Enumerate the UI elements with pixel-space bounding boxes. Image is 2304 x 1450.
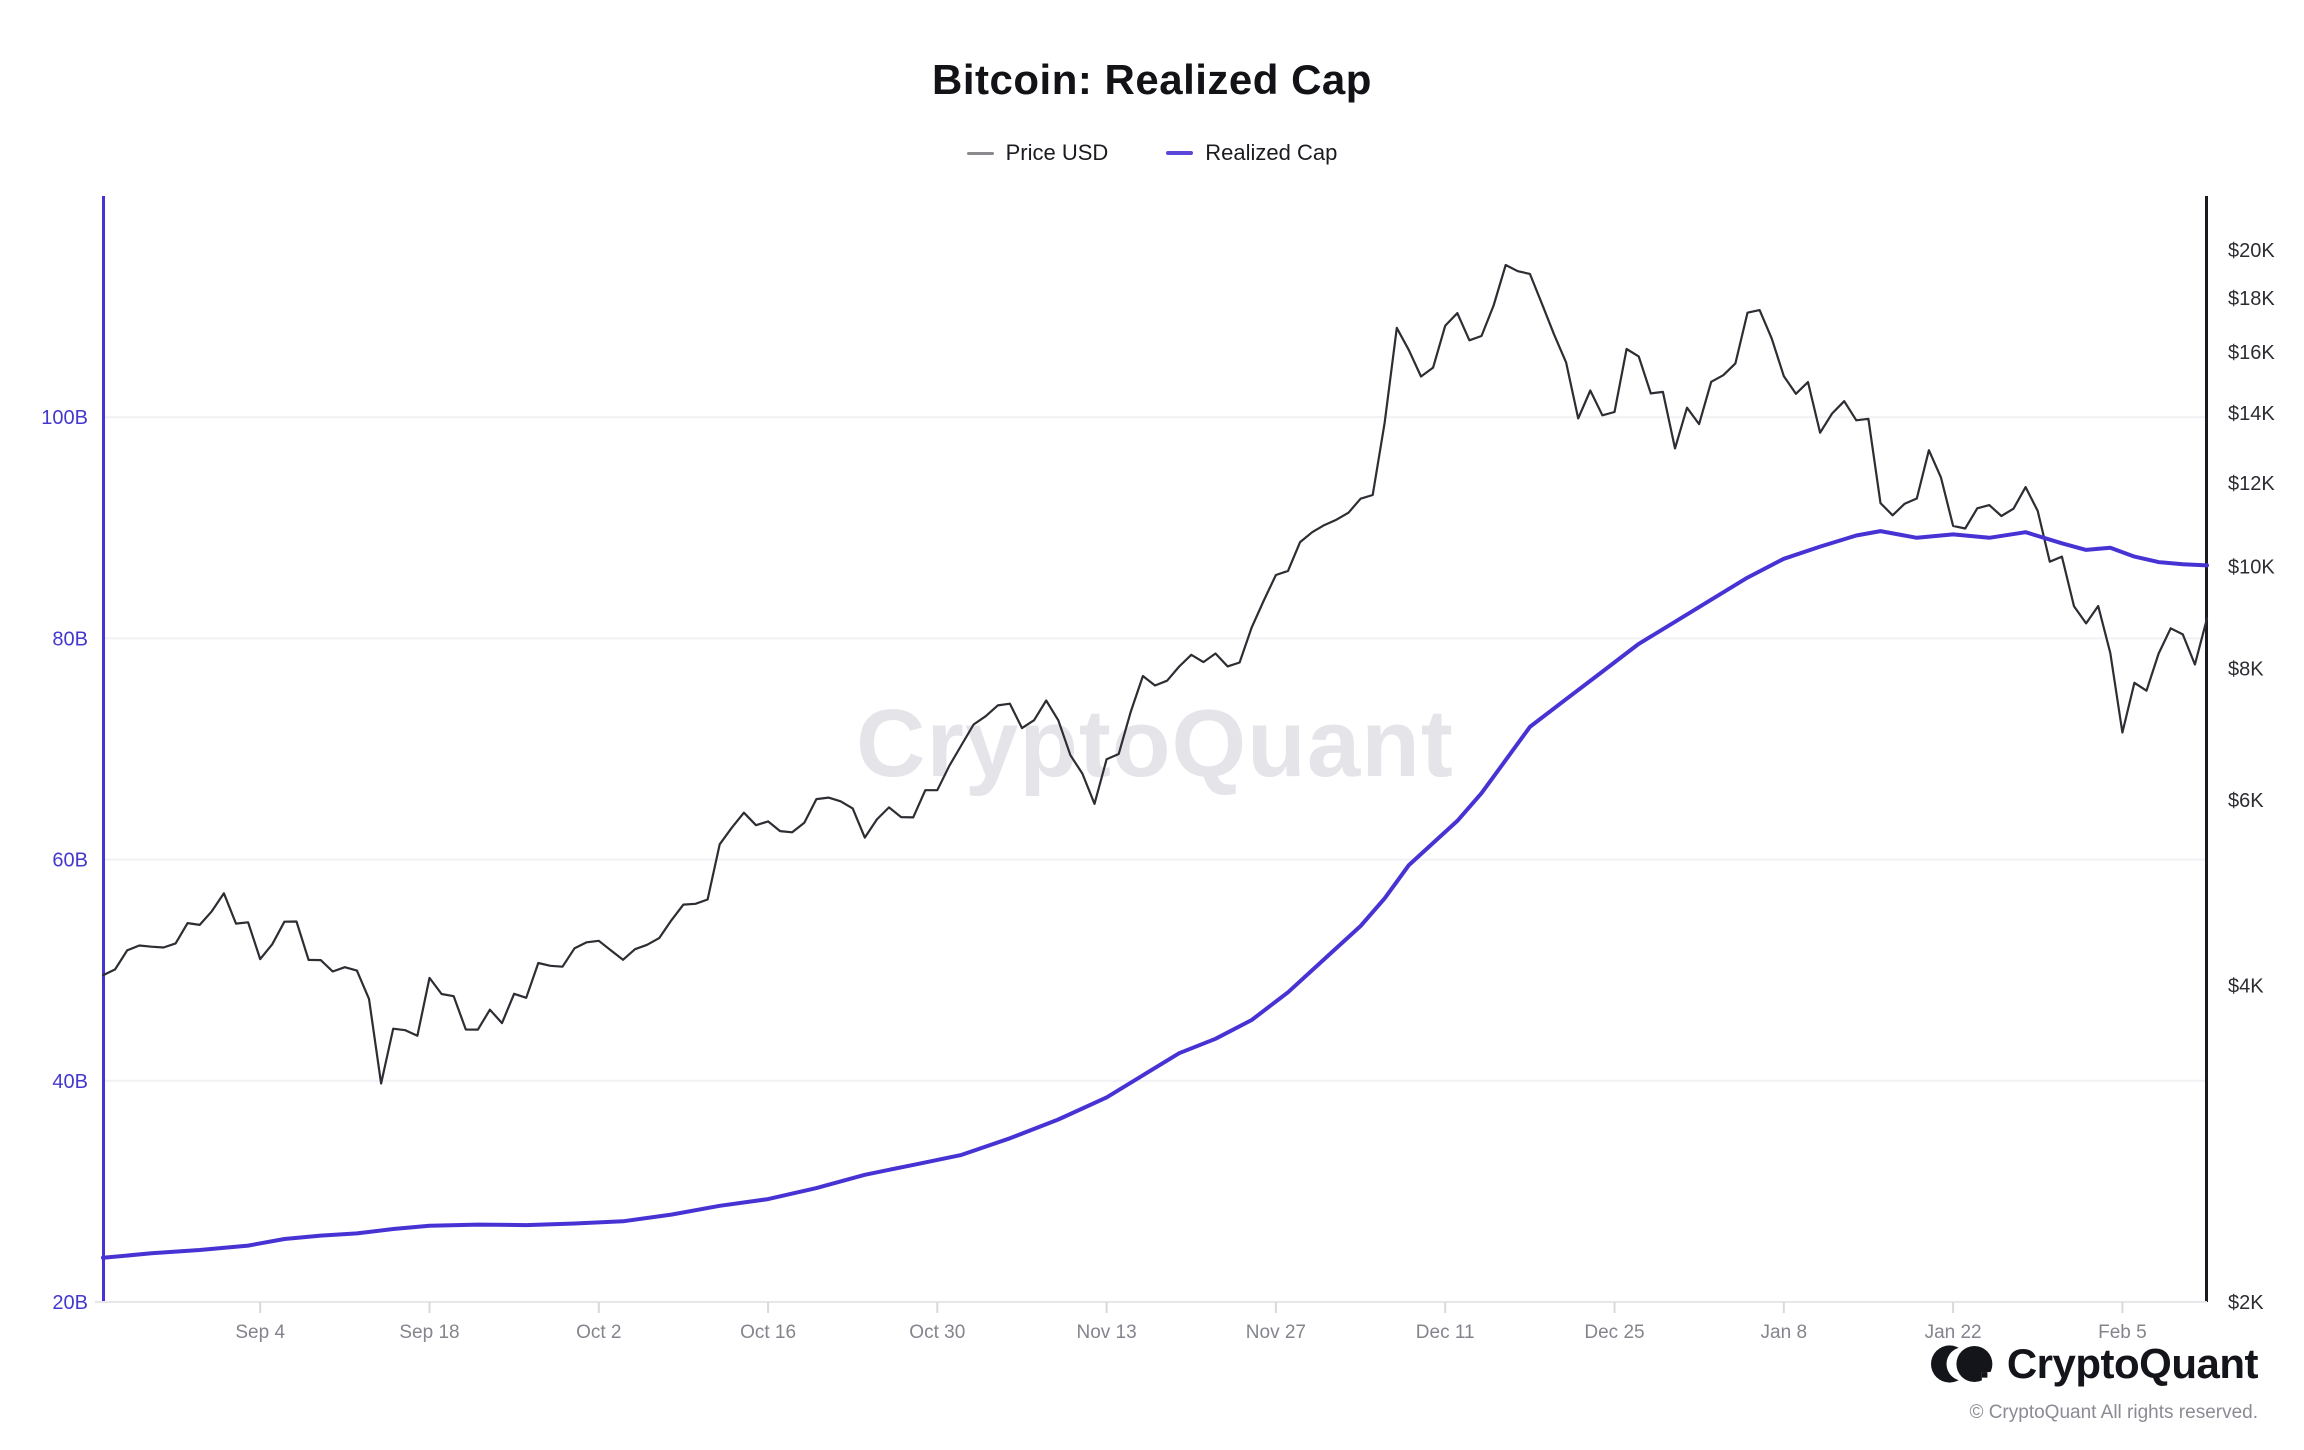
footer-copyright: © CryptoQuant All rights reserved.: [1969, 1402, 2258, 1423]
x-axis-tick-label: Feb 5: [2098, 1322, 2147, 1343]
footer-brand-name: CryptoQuant: [2006, 1340, 2259, 1387]
left-axis-tick-label: 60B: [52, 850, 88, 872]
right-axis-tick-label: $4K: [2228, 975, 2264, 997]
price-line-swatch-icon: [966, 151, 994, 155]
x-axis-labels: Sep 4 Sep 18 Oct 2 Oct 16 Oct 30 Nov 13 Nov 27…: [235, 1302, 2147, 1343]
right-axis-tick-label: $10K: [2228, 557, 2275, 579]
realized-cap-line: [101, 529, 2209, 1260]
realized-cap-swatch-icon: [1166, 151, 1194, 155]
right-axis-labels: $20K $18K $16K $14K $12K $10K $8K $6K $4K $2K: [2228, 240, 2275, 1314]
right-axis-tick-label: $2K: [2228, 1292, 2264, 1314]
x-axis-tick-label: Jan 22: [1925, 1322, 1982, 1343]
left-axis-labels: 100B 80B 60B 40B 20B: [41, 407, 88, 1314]
legend-label-realized-cap: Realized Cap: [1205, 140, 1338, 165]
left-axis-tick-label: 20B: [52, 1292, 88, 1314]
x-axis-tick-label: Nov 27: [1246, 1322, 1306, 1343]
cryptoquant-logo-icon: [1930, 1345, 1993, 1384]
legend-label-price: Price USD: [1005, 140, 1109, 165]
left-axis-tick-label: 40B: [52, 1071, 88, 1093]
series-lines: [101, 263, 2209, 1260]
right-axis-tick-label: $14K: [2228, 403, 2275, 425]
x-axis-tick-label: Dec 11: [1416, 1322, 1475, 1343]
right-axis-tick-label: $20K: [2228, 240, 2275, 262]
x-axis-tick-label: Oct 2: [576, 1322, 621, 1343]
x-axis-tick-label: Oct 16: [740, 1322, 796, 1343]
gridlines: [103, 416, 2207, 1082]
left-axis-tick-label: 100B: [41, 407, 88, 429]
legend: Price USD Realized Cap: [0, 140, 2304, 166]
right-axis-tick-label: $16K: [2228, 342, 2275, 364]
x-axis-tick-label: Nov 13: [1076, 1322, 1136, 1343]
x-axis-tick-label: Sep 18: [399, 1322, 459, 1343]
x-axis-tick-label: Dec 25: [1584, 1322, 1644, 1343]
right-axis-tick-label: $12K: [2228, 473, 2275, 495]
x-axis-tick-label: Sep 4: [235, 1322, 285, 1343]
right-axis-tick-label: $6K: [2228, 790, 2264, 812]
x-axis-tick-label: Oct 30: [909, 1322, 965, 1343]
legend-item-realized-cap: Realized Cap: [1166, 140, 1337, 166]
x-axis-tick-label: Jan 8: [1761, 1322, 1807, 1343]
legend-item-price: Price USD: [966, 140, 1109, 166]
left-axis-tick-label: 80B: [52, 628, 88, 650]
price-usd-line: [101, 263, 2209, 1085]
right-axis-tick-label: $18K: [2228, 288, 2275, 310]
right-axis-tick-label: $8K: [2228, 659, 2264, 681]
page-title: Bitcoin: Realized Cap: [932, 56, 1372, 103]
footer-brand: CryptoQuant: [1930, 1340, 2259, 1388]
